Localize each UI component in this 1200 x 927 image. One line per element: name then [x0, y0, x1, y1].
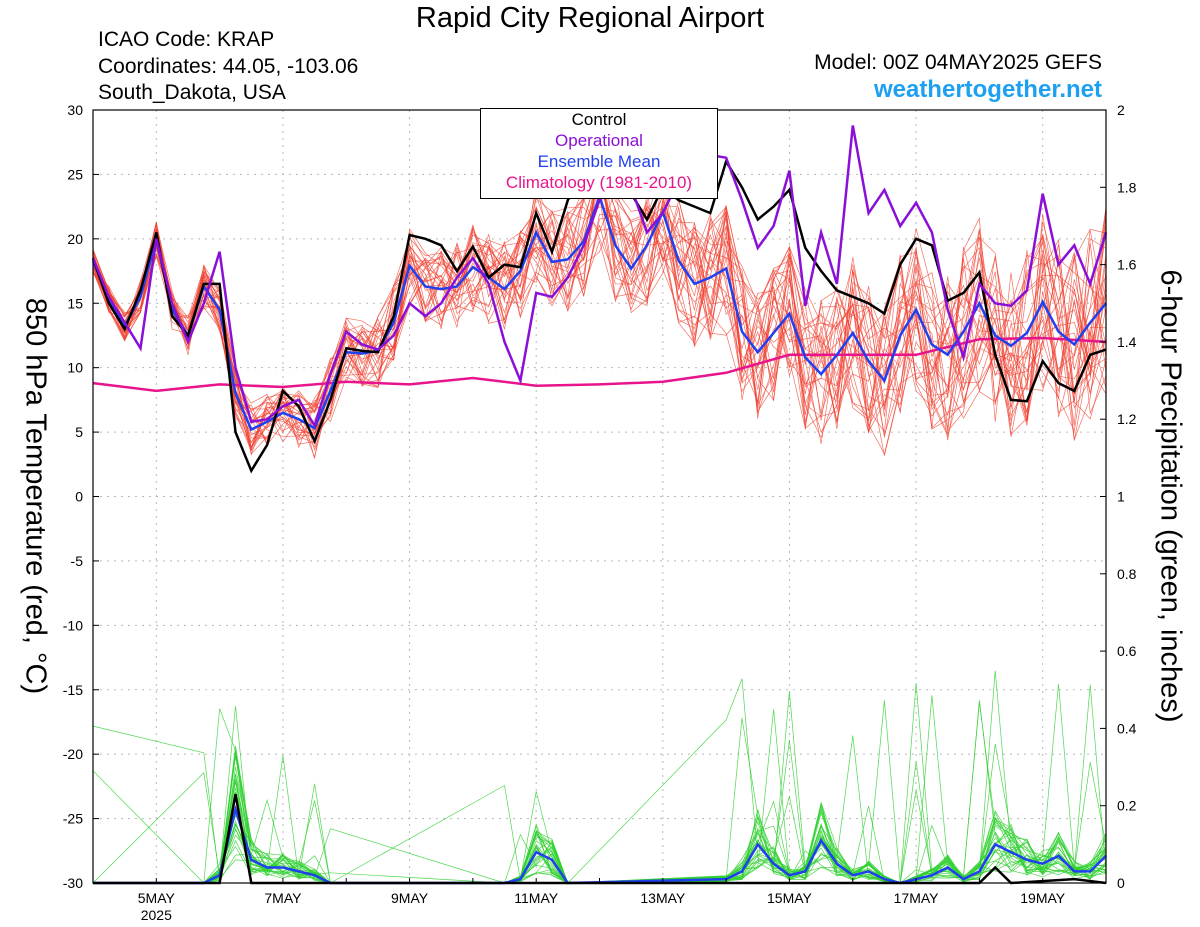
y-tick-label: 10: [67, 360, 83, 376]
ensemble-member-precip-line: [93, 700, 1107, 884]
y-axis-label-right: 6-hour Precipitation (green, inches): [1154, 269, 1187, 723]
x-tick-label: 5MAY: [138, 890, 176, 906]
legend-climatology: Climatology (1981-2010): [505, 173, 693, 192]
x-tick-label: 7MAY: [264, 890, 302, 906]
coordinates: Coordinates: 44.05, -103.06: [98, 55, 359, 78]
y-tick-label: 15: [67, 295, 83, 311]
location: South_Dakota, USA: [98, 81, 286, 104]
y2-tick-label: 1.2: [1117, 411, 1137, 427]
x-tick-label: 11MAY: [514, 890, 558, 906]
ensemble-member-precip-line: [93, 812, 1107, 884]
y-tick-label: 20: [67, 231, 83, 247]
y2-tick-label: 0: [1117, 875, 1125, 891]
y-tick-label: -5: [71, 553, 84, 569]
legend-operational: Operational: [555, 131, 643, 150]
y2-tick-label: 1.6: [1117, 257, 1137, 273]
y2-tick-label: 0.4: [1117, 720, 1137, 736]
ensemble-member-precip-line: [93, 702, 1107, 884]
y2-tick-label: 1.4: [1117, 334, 1137, 350]
ensemble-member-temp-line: [92, 195, 1107, 432]
y-tick-label: -20: [63, 746, 83, 762]
y2-tick-label: 2: [1117, 102, 1125, 118]
y-tick-label: 25: [67, 166, 83, 182]
y2-tick-label: 0.6: [1117, 643, 1137, 659]
ensemble-member-precip-line: [93, 784, 1107, 884]
ensemble-member-precip-line: [93, 695, 1107, 884]
y-tick-label: -25: [63, 811, 83, 827]
ensemble-member-precip-line: [93, 700, 1107, 884]
ensemble-member-precip-line: [93, 708, 1107, 884]
ensemble-member-temp-line: [92, 198, 1107, 448]
legend: Control Operational Ensemble Mean Climat…: [480, 108, 718, 199]
y-tick-label: -10: [63, 617, 83, 633]
ensemble-member-temp-line: [92, 190, 1107, 438]
climatology-line: [92, 336, 1107, 393]
x-tick-label: 15MAY: [767, 890, 813, 906]
y2-tick-label: 1.8: [1117, 179, 1137, 195]
x-tick-label: 17MAY: [894, 890, 940, 906]
model-run: Model: 00Z 04MAY2025 GEFS: [814, 51, 1102, 74]
y-tick-label: -15: [63, 682, 83, 698]
chart-title: Rapid City Regional Airport: [415, 2, 765, 34]
brand-link[interactable]: weathertogether.net: [873, 76, 1102, 103]
y2-tick-label: 0.2: [1117, 798, 1137, 814]
icao-code: ICAO Code: KRAP: [98, 28, 275, 51]
y-tick-label: 5: [75, 424, 83, 440]
legend-control: Control: [571, 110, 627, 129]
x-tick-label: 19MAY: [1020, 890, 1066, 906]
legend-ensemble-mean: Ensemble Mean: [537, 152, 661, 171]
y-tick-label: 30: [67, 102, 83, 118]
x-year-label: 2025: [141, 907, 172, 923]
ensemble-member-temp-line: [92, 205, 1107, 449]
x-tick-label: 13MAY: [640, 890, 686, 906]
y2-tick-label: 1: [1117, 489, 1125, 505]
x-tick-label: 9MAY: [391, 890, 429, 906]
y-tick-label: 0: [75, 489, 83, 505]
y-tick-label: -30: [63, 875, 83, 891]
operational-temp-line: [91, 125, 1108, 429]
y-axis-label-left: 850 hPa Temperature (red, °C): [19, 297, 52, 695]
ensemble-mean-precip-line: [93, 804, 1107, 885]
y2-tick-label: 0.8: [1117, 566, 1137, 582]
